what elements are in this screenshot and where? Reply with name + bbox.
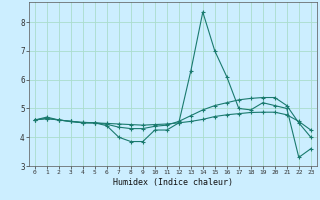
- X-axis label: Humidex (Indice chaleur): Humidex (Indice chaleur): [113, 178, 233, 187]
